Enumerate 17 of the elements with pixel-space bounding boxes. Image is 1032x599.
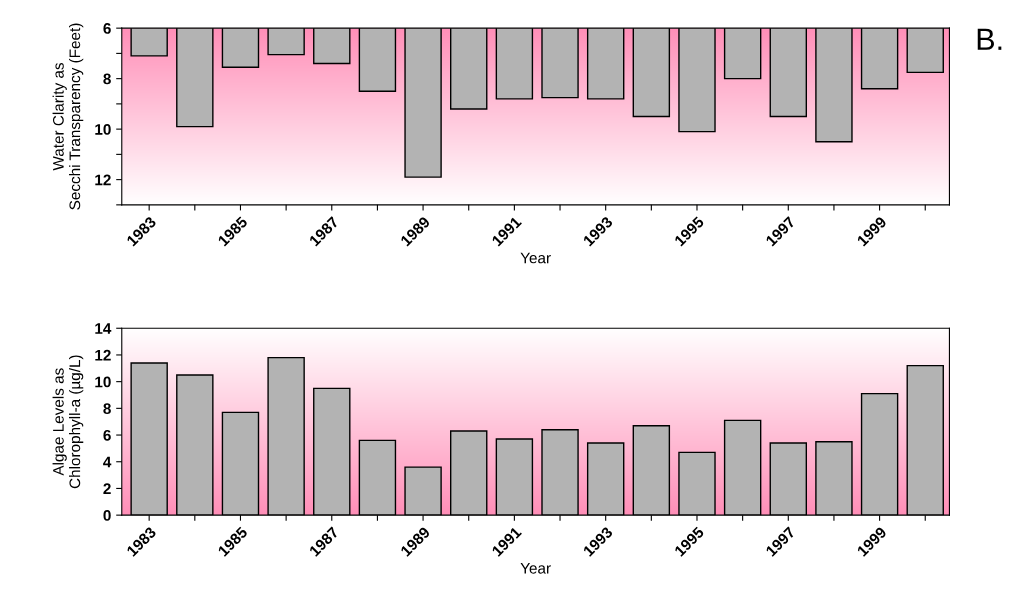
y-tick-label: 6 <box>103 23 111 34</box>
y-tick-label: 10 <box>95 376 111 388</box>
y-tick-label: 14 <box>95 323 112 334</box>
x-axis-title: Year <box>520 563 551 574</box>
y-tick-label: 8 <box>103 403 111 415</box>
y-axis-title: Algae Levels as Chlorophyll-a (µg/L) <box>52 355 84 489</box>
y-tick-label: 8 <box>103 73 111 85</box>
y-tick-label: 0 <box>103 510 111 521</box>
y-tick-label: 4 <box>103 456 112 468</box>
x-axis-title: Year <box>520 252 551 264</box>
y-tick-label: 12 <box>95 174 111 186</box>
y-tick-label: 2 <box>103 483 111 494</box>
y-tick-label: 10 <box>95 123 111 135</box>
y-axis-title: Water Clarity as Secchi Transparency (Feet) <box>52 23 84 210</box>
y-tick-label: 12 <box>95 349 111 361</box>
text: B. <box>977 28 1002 50</box>
y-tick-label: 6 <box>103 429 111 441</box>
